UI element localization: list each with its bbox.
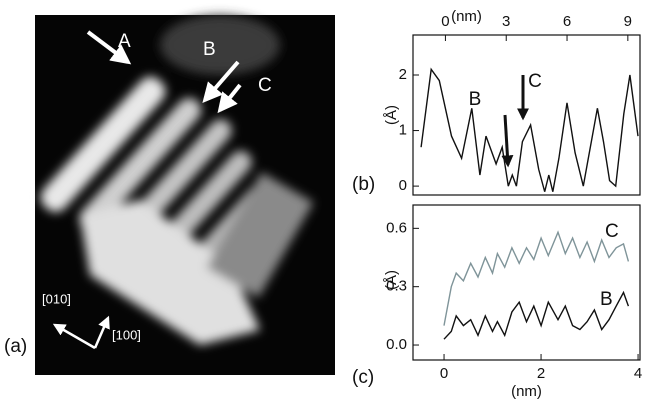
y-axis-label: (Å) (383, 270, 400, 290)
annotation: B (469, 89, 482, 110)
y-tick-label: 1 (399, 122, 407, 139)
profile-line (443, 290, 630, 340)
series-label: C (605, 221, 619, 242)
y-tick-label: 0.6 (386, 219, 407, 236)
plot-frame (412, 204, 641, 361)
x-tick-label: 4 (634, 365, 642, 382)
profile-line (420, 67, 639, 192)
x-axis-label: (nm) (451, 8, 482, 25)
x-tick-label: 6 (563, 13, 571, 30)
x-tick-label: 9 (624, 13, 632, 30)
y-tick-label: 0 (399, 177, 407, 194)
stm-image: A B C [010] [100] (35, 15, 335, 375)
x-tick-label: 0 (440, 365, 448, 382)
y-tick-label: 0.3 (386, 278, 407, 295)
y-tick-label: 2 (399, 66, 407, 83)
annotation-arrow (501, 114, 514, 168)
panel-label: (b) (352, 174, 375, 195)
plot-frame (412, 34, 641, 196)
y-axis-label: (Å) (383, 105, 400, 125)
series-label: B (600, 289, 613, 310)
profile-line (443, 230, 630, 326)
y-tick-label: 0.0 (386, 336, 407, 353)
panel-label: (a) (4, 336, 27, 357)
label-a: A (118, 31, 131, 52)
label-b: B (203, 39, 216, 60)
label-c: C (258, 75, 272, 96)
direction-100: [100] (112, 327, 141, 342)
x-axis-label: (nm) (511, 383, 542, 400)
panel-label: (c) (352, 367, 374, 388)
x-tick-label: 3 (502, 13, 510, 30)
x-tick-label: 2 (537, 365, 545, 382)
direction-010: [010] (42, 291, 71, 306)
x-tick-label: 0 (441, 13, 449, 30)
annotation: C (528, 71, 542, 92)
